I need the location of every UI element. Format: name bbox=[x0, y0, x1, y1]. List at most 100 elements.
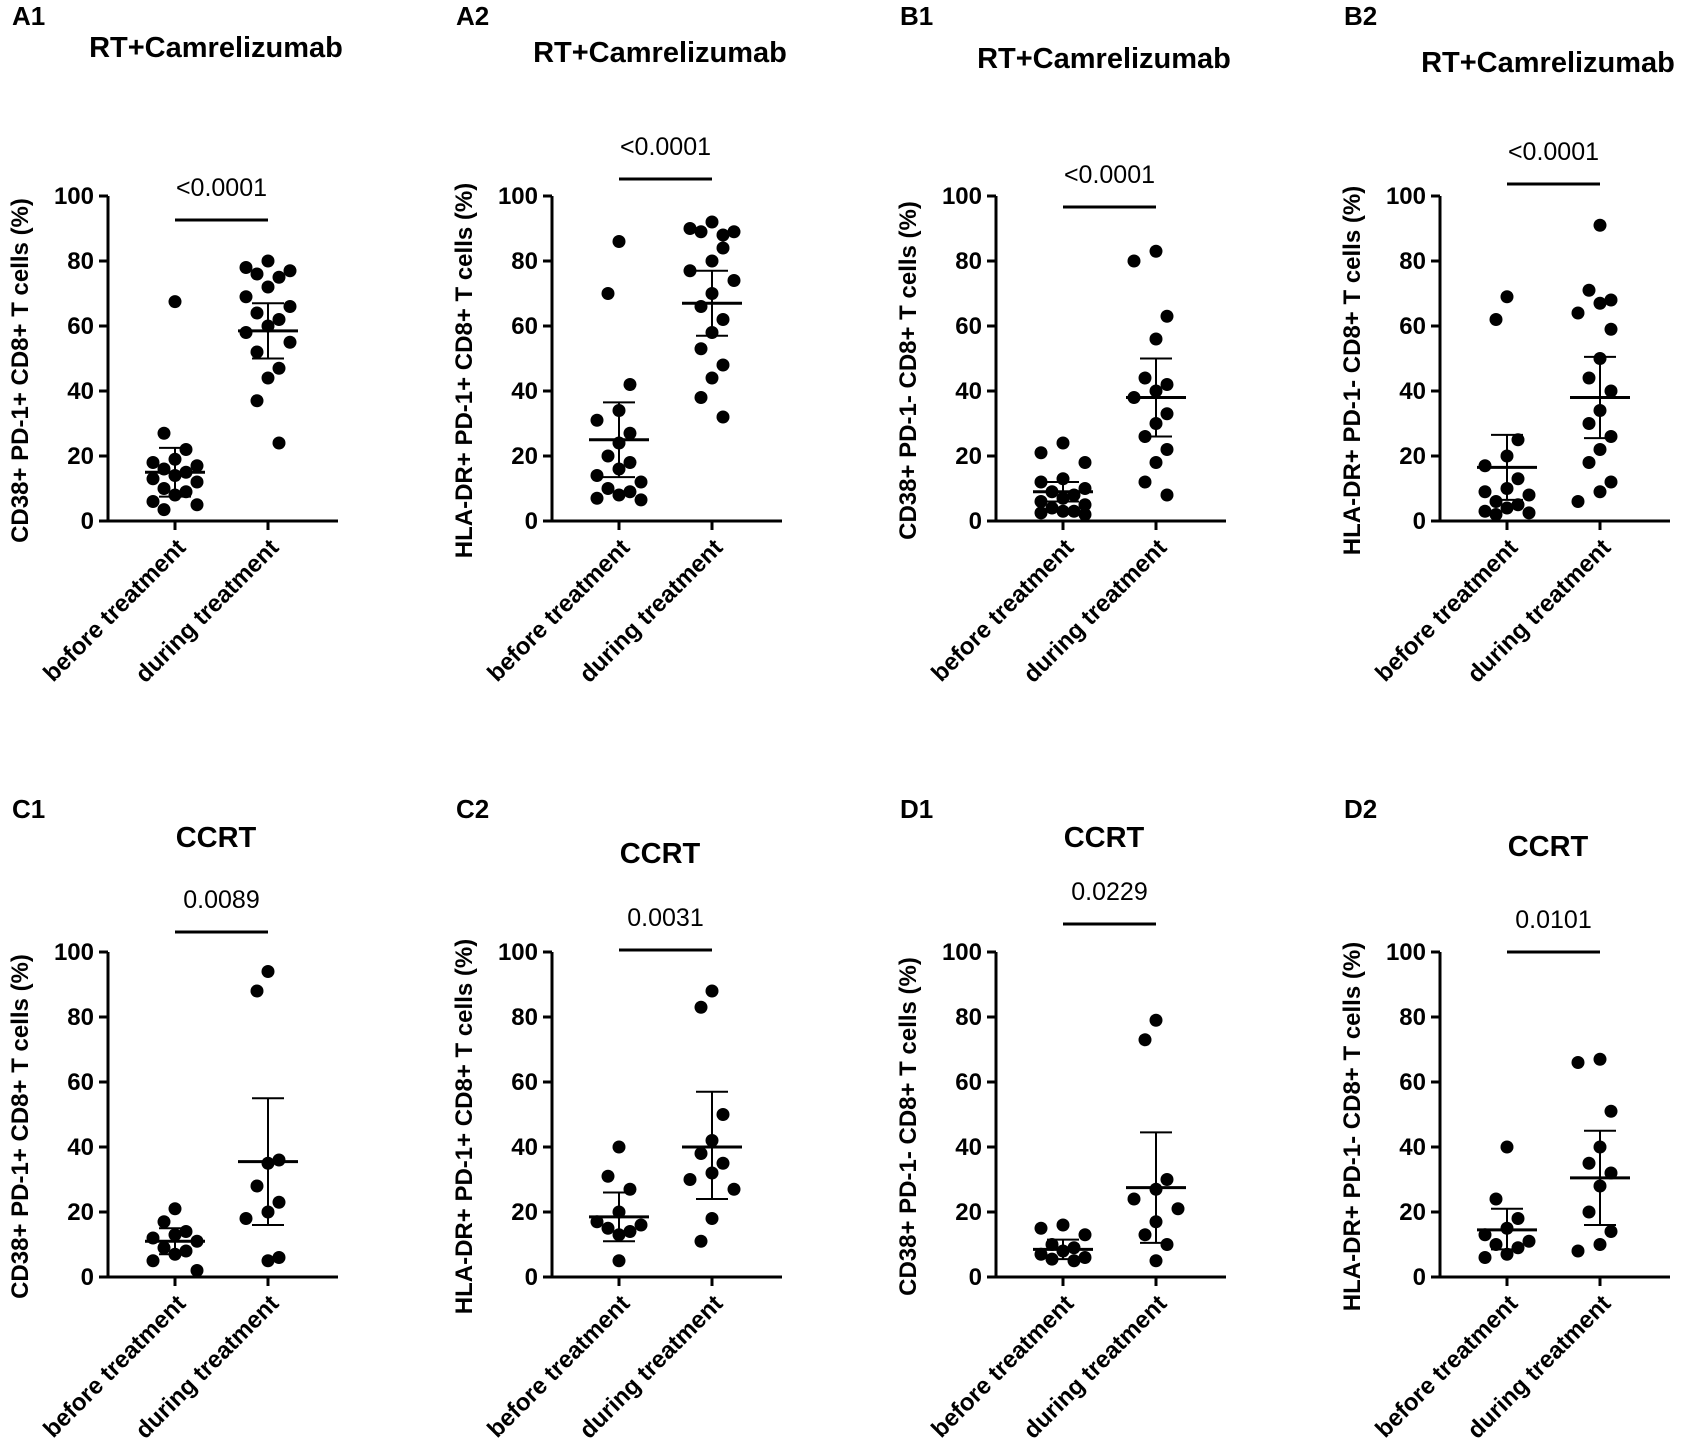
data-point bbox=[623, 1182, 637, 1196]
data-point bbox=[1522, 488, 1536, 502]
data-point bbox=[1593, 443, 1607, 456]
y-tick-label: 60 bbox=[1399, 313, 1426, 340]
data-point bbox=[1034, 1221, 1048, 1235]
data-point bbox=[1582, 371, 1596, 385]
data-point bbox=[601, 449, 615, 463]
data-point bbox=[1604, 1104, 1618, 1118]
data-point bbox=[1149, 1013, 1163, 1027]
y-tick-label: 20 bbox=[67, 1199, 94, 1226]
data-point bbox=[239, 261, 253, 274]
data-point bbox=[1034, 475, 1048, 489]
series-during bbox=[682, 215, 742, 424]
data-point bbox=[705, 215, 719, 229]
y-tick-label: 40 bbox=[511, 1134, 538, 1161]
y-tick-label: 0 bbox=[81, 1264, 94, 1291]
y-axis-label: CD38+ PD-1- CD8+ T cells (%) bbox=[895, 957, 922, 1296]
data-point bbox=[1067, 504, 1081, 518]
data-point bbox=[1582, 1205, 1596, 1219]
data-point bbox=[250, 345, 264, 359]
data-point bbox=[612, 1254, 626, 1268]
data-point bbox=[157, 482, 171, 495]
data-point bbox=[146, 1254, 160, 1268]
chart-title: CCRT bbox=[1508, 831, 1589, 863]
y-axis-label: HLA-DR+ PD-1- CD8+ T cells (%) bbox=[1339, 942, 1366, 1311]
data-point bbox=[1593, 296, 1607, 310]
data-point bbox=[1160, 1173, 1174, 1186]
y-axis-label: CD38+ PD-1+ CD8+ T cells (%) bbox=[7, 954, 34, 1299]
y-tick-label: 80 bbox=[67, 248, 94, 275]
data-point bbox=[1067, 1254, 1081, 1268]
data-point bbox=[190, 1264, 204, 1277]
data-point bbox=[1138, 1033, 1152, 1047]
chart-title: CCRT bbox=[620, 838, 701, 870]
series-during bbox=[1126, 244, 1186, 502]
data-point bbox=[1160, 1238, 1174, 1251]
panel-label: A2 bbox=[456, 1, 489, 31]
y-tick-label: 80 bbox=[511, 248, 538, 275]
data-point bbox=[250, 1179, 264, 1193]
data-point bbox=[727, 225, 741, 239]
data-point bbox=[1171, 1202, 1185, 1216]
data-point bbox=[1604, 475, 1618, 489]
series-during bbox=[1570, 1052, 1630, 1258]
series-before bbox=[1477, 290, 1537, 521]
series-before bbox=[1033, 1218, 1093, 1268]
y-tick-label: 80 bbox=[1399, 1004, 1426, 1031]
chart-title: CCRT bbox=[1064, 822, 1145, 854]
y-tick-label: 60 bbox=[955, 1069, 982, 1096]
data-point bbox=[261, 371, 275, 385]
data-point bbox=[1160, 407, 1174, 421]
data-point bbox=[146, 495, 160, 508]
data-point bbox=[190, 475, 204, 489]
y-tick-label: 0 bbox=[1413, 508, 1426, 535]
data-point bbox=[623, 485, 637, 499]
data-point bbox=[601, 1169, 615, 1183]
y-tick-label: 40 bbox=[67, 378, 94, 405]
data-point bbox=[716, 228, 730, 242]
data-point bbox=[612, 1140, 626, 1154]
y-tick-label: 60 bbox=[67, 1069, 94, 1096]
data-point bbox=[250, 306, 264, 320]
data-point bbox=[1500, 290, 1514, 304]
y-tick-label: 80 bbox=[1399, 248, 1426, 275]
data-point bbox=[1571, 1244, 1585, 1258]
data-point bbox=[1160, 443, 1174, 456]
data-point bbox=[1478, 504, 1492, 518]
p-value-label: <0.0001 bbox=[620, 133, 711, 161]
panel-label: D1 bbox=[900, 794, 933, 824]
data-point bbox=[1604, 293, 1618, 307]
data-point bbox=[283, 335, 297, 349]
data-point bbox=[261, 254, 275, 268]
data-point bbox=[168, 295, 182, 309]
y-tick-label: 40 bbox=[955, 378, 982, 405]
data-point bbox=[590, 1215, 604, 1229]
data-point bbox=[683, 1173, 697, 1186]
data-point bbox=[1056, 1218, 1070, 1232]
data-point bbox=[157, 426, 171, 440]
y-tick-label: 0 bbox=[969, 1264, 982, 1291]
data-point bbox=[1045, 1238, 1059, 1251]
y-tick-label: 80 bbox=[955, 1004, 982, 1031]
series-before bbox=[589, 235, 649, 507]
data-point bbox=[705, 254, 719, 268]
y-tick-label: 100 bbox=[498, 939, 538, 966]
data-point bbox=[1604, 1166, 1618, 1180]
data-point bbox=[1056, 504, 1070, 518]
p-value-label: 0.0101 bbox=[1515, 906, 1591, 934]
data-point bbox=[1582, 456, 1596, 469]
data-point bbox=[250, 984, 264, 998]
data-point bbox=[239, 290, 253, 304]
y-tick-label: 20 bbox=[67, 443, 94, 470]
panel-label: B1 bbox=[900, 1, 933, 31]
data-point bbox=[250, 394, 264, 408]
data-point bbox=[272, 1251, 286, 1264]
data-point bbox=[612, 235, 626, 248]
data-point bbox=[261, 965, 275, 978]
data-point bbox=[157, 503, 171, 517]
y-tick-label: 40 bbox=[1399, 1134, 1426, 1161]
data-point bbox=[716, 313, 730, 326]
data-point bbox=[590, 491, 604, 505]
y-axis-label: CD38+ PD-1- CD8+ T cells (%) bbox=[895, 201, 922, 540]
